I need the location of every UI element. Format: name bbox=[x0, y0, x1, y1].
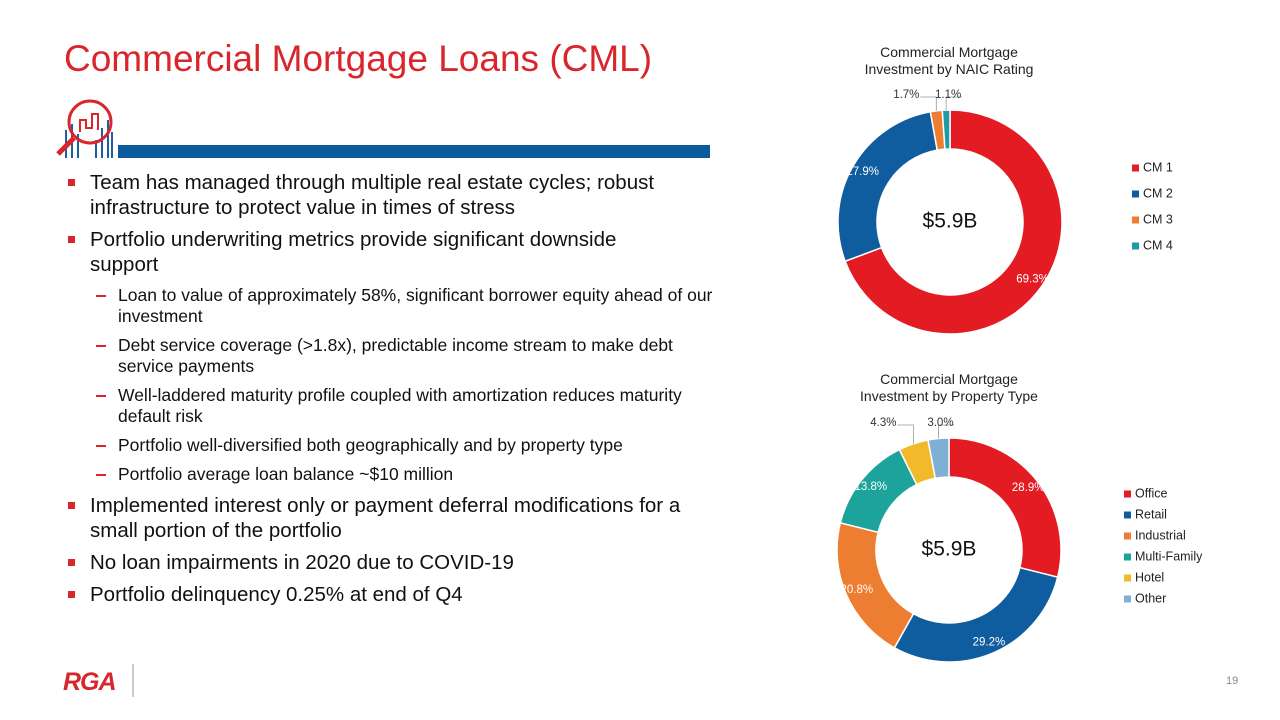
legend-label: Industrial bbox=[1135, 528, 1186, 542]
legend-swatch bbox=[1132, 164, 1139, 172]
leader-line bbox=[897, 424, 914, 444]
legend-swatch bbox=[1124, 490, 1131, 498]
bullet-text: No loan impairments in 2020 due to COVID… bbox=[90, 551, 514, 574]
bullet: Portfolio delinquency 0.25% at end of Q4 bbox=[66, 582, 690, 607]
data-label: 69.3% bbox=[1016, 273, 1049, 285]
sub-bullet-list: Loan to value of approximately 58%, sign… bbox=[90, 285, 712, 485]
title-rule bbox=[118, 145, 710, 158]
legend-swatch bbox=[1132, 190, 1139, 198]
center-label: $5.9B bbox=[923, 210, 978, 233]
data-label: 3.0% bbox=[927, 417, 953, 429]
legend-swatch bbox=[1124, 532, 1131, 540]
legend-label: CM 3 bbox=[1143, 212, 1173, 226]
chart-title: Commercial Mortgage Investment by Proper… bbox=[860, 371, 1038, 404]
legend-label: Hotel bbox=[1135, 570, 1164, 584]
page-number: 19 bbox=[1226, 675, 1239, 687]
legend-swatch bbox=[1132, 242, 1139, 250]
bullet-text: Implemented interest only or payment def… bbox=[90, 494, 681, 542]
leader-line bbox=[920, 96, 937, 111]
bullet-text: Portfolio underwriting metrics provide s… bbox=[90, 228, 617, 276]
legend-label: Multi-Family bbox=[1135, 549, 1203, 563]
donut-slice bbox=[837, 110, 939, 263]
sub-bullet: Portfolio average loan balance ~$10 mill… bbox=[90, 464, 718, 485]
data-label: 1.7% bbox=[893, 89, 919, 101]
data-label: 4.3% bbox=[870, 417, 896, 429]
donut-slice bbox=[893, 566, 1059, 663]
legend-swatch bbox=[1124, 595, 1131, 603]
sub-bullet: Portfolio well-diversified both geograph… bbox=[90, 435, 718, 456]
data-label: 20.8% bbox=[840, 584, 873, 596]
bullet-list: Team has managed through multiple real e… bbox=[66, 170, 716, 614]
slide-title: Commercial Mortgage Loans (CML) bbox=[64, 38, 653, 79]
legend-swatch bbox=[1124, 553, 1131, 561]
sub-bullet: Well-laddered maturity profile coupled w… bbox=[90, 385, 718, 427]
legend-label: CM 4 bbox=[1143, 238, 1173, 252]
legend-swatch bbox=[1124, 574, 1131, 582]
legend-label: Other bbox=[1135, 591, 1166, 605]
bullet-text: Team has managed through multiple real e… bbox=[90, 171, 655, 219]
data-label: 28.9% bbox=[1012, 482, 1045, 494]
chart-icon bbox=[56, 99, 113, 158]
legend-label: Retail bbox=[1135, 507, 1167, 521]
legend-swatch bbox=[1132, 216, 1139, 224]
bullet: Team has managed through multiple real e… bbox=[66, 170, 690, 220]
bullet-text: Portfolio delinquency 0.25% at end of Q4 bbox=[90, 583, 463, 606]
bullet: Implemented interest only or payment def… bbox=[66, 493, 690, 543]
bullet: Portfolio underwriting metrics provide s… bbox=[66, 227, 712, 485]
donut-slice bbox=[844, 109, 1063, 335]
data-label: 1.1% bbox=[935, 89, 961, 101]
leader-line bbox=[938, 424, 955, 439]
data-label: 29.2% bbox=[973, 636, 1006, 648]
bullet: No loan impairments in 2020 due to COVID… bbox=[66, 550, 690, 575]
legend-label: CM 1 bbox=[1143, 160, 1173, 174]
logo: RGA bbox=[63, 668, 117, 696]
donut-slice bbox=[948, 437, 1062, 579]
chart-title: Commercial Mortgage Investment by NAIC R… bbox=[864, 44, 1034, 77]
data-label: 13.8% bbox=[854, 481, 887, 493]
data-label: 27.9% bbox=[846, 166, 879, 178]
sub-bullet: Debt service coverage (>1.8x), predictab… bbox=[90, 335, 718, 377]
donut-slice bbox=[927, 437, 950, 480]
legend-label: Office bbox=[1135, 486, 1167, 500]
sub-bullet: Loan to value of approximately 58%, sign… bbox=[90, 285, 718, 327]
legend-label: CM 2 bbox=[1143, 186, 1173, 200]
legend-swatch bbox=[1124, 511, 1131, 519]
donut-slice bbox=[941, 109, 951, 150]
center-label: $5.9B bbox=[922, 538, 977, 561]
leader-line bbox=[945, 96, 963, 111]
